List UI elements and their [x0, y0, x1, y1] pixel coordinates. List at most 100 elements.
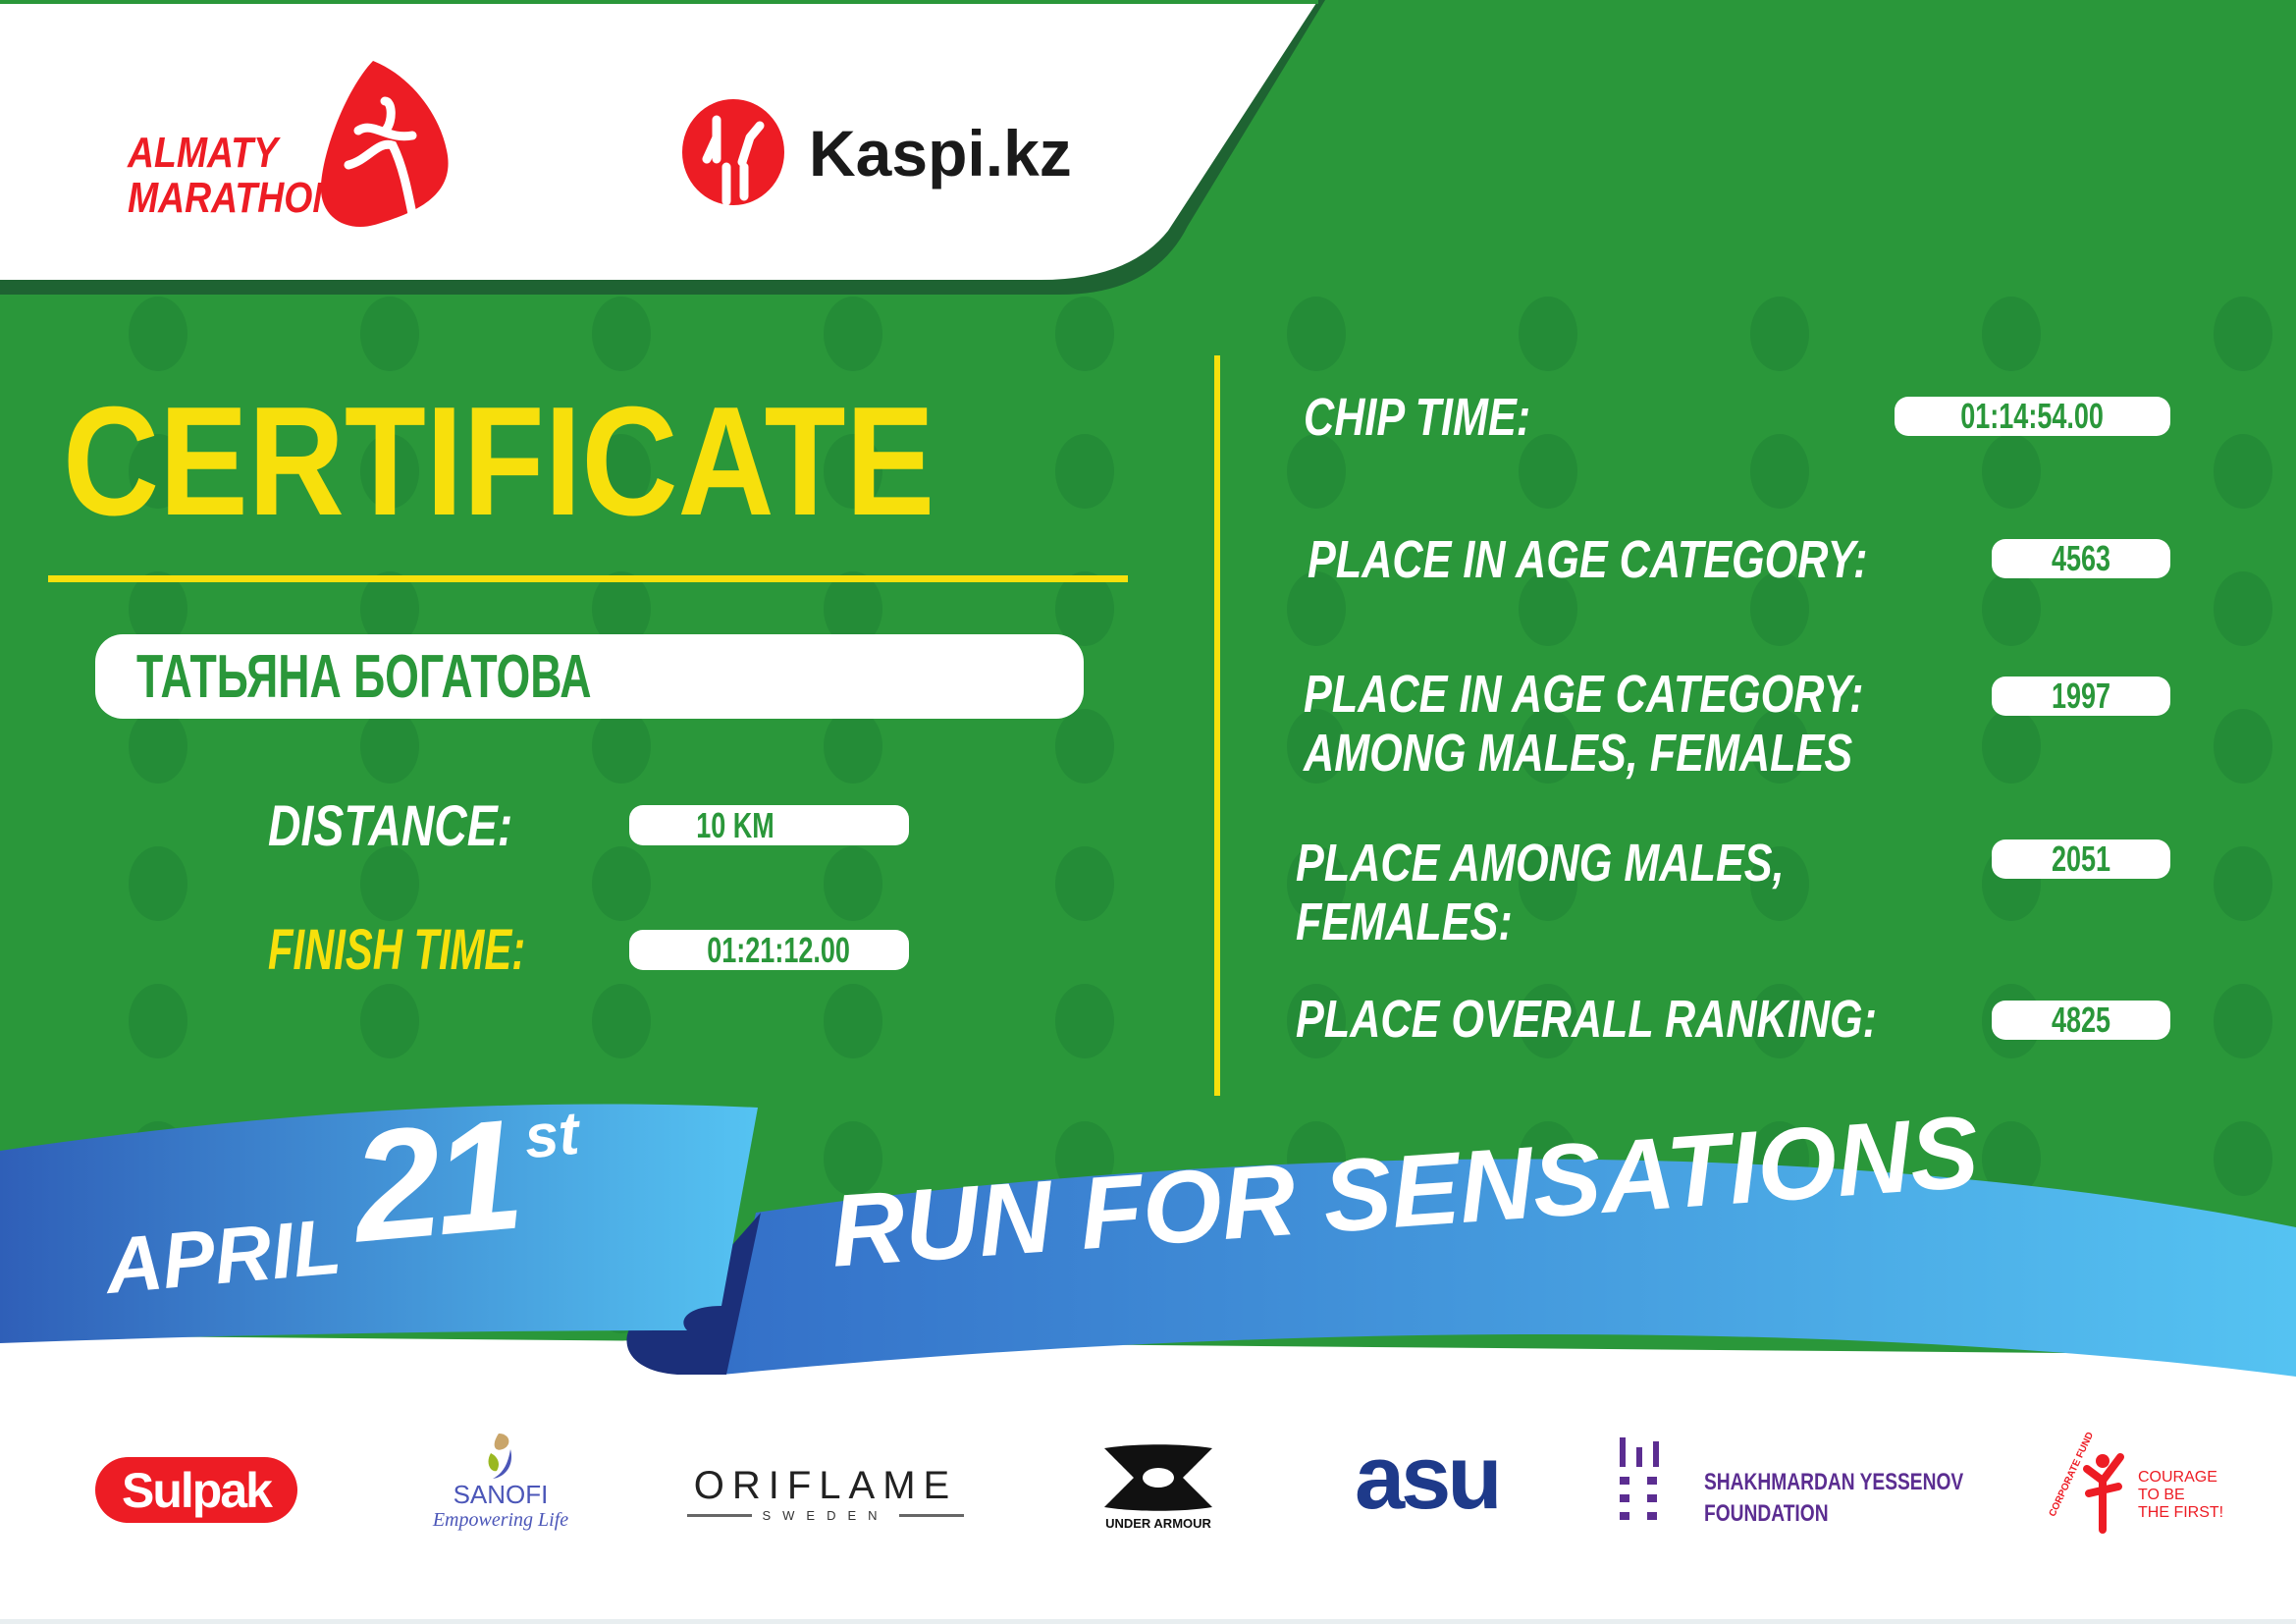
watermark-drop-icon	[1055, 434, 1114, 509]
yessenov-line2: FOUNDATION	[1704, 1500, 1829, 1527]
kaspi-figures-icon	[682, 99, 784, 206]
watermark-drop-icon	[1750, 571, 1809, 646]
watermark-drop-icon	[1750, 846, 1809, 921]
result-label: PLACE IN AGE CATEGORY: AMONG MALES, FEMAL…	[1304, 665, 1863, 783]
watermark-drop-icon	[1287, 709, 1346, 784]
watermark-drop-icon	[1055, 297, 1114, 371]
watermark-drop-icon	[360, 709, 419, 784]
watermark-drop-icon	[360, 571, 419, 646]
result-value: 01:14:54.00	[1960, 396, 2105, 436]
distance-label: DISTANCE:	[268, 794, 513, 858]
sponsor-courage-fund: CORPORATE FUND COURAGE TO BE THE FIRST!	[2048, 1431, 2223, 1538]
sponsor-sanofi: SANOFI Empowering Life	[417, 1432, 584, 1544]
under-armour-icon	[1104, 1444, 1212, 1511]
watermark-drop-icon	[824, 846, 882, 921]
watermark-drop-icon	[824, 709, 882, 784]
bottom-border	[0, 1619, 2296, 1624]
kaspi-logo: Kaspi.kz	[679, 98, 1072, 206]
watermark-drop-icon	[824, 434, 882, 509]
watermark-drop-icon	[592, 846, 651, 921]
watermark-drop-icon	[1519, 571, 1577, 646]
almaty-marathon-logo: ALMATY MARATHON	[128, 57, 461, 234]
courage-line1: COURAGE	[2138, 1469, 2217, 1486]
watermark-drop-icon	[2214, 434, 2272, 509]
sponsor-sulpak: Sulpak	[95, 1457, 297, 1523]
watermark-drop-icon	[824, 984, 882, 1058]
courage-line2: TO BE	[2138, 1487, 2185, 1503]
watermark-drop-icon	[1982, 709, 2041, 784]
sponsor-under-armour: UNDER ARMOUR	[1075, 1443, 1242, 1531]
result-value: 2051	[2051, 839, 2111, 879]
watermark-drop-icon	[824, 1121, 882, 1196]
sanofi-text: SANOFI	[453, 1480, 549, 1509]
watermark-drop-icon	[2214, 709, 2272, 784]
distance-value: 10 KM	[696, 804, 774, 845]
result-value-box: 2051	[1992, 839, 2170, 879]
courage-figure-icon	[2083, 1453, 2124, 1534]
distance-value-box: 10 KM	[629, 805, 909, 845]
watermark-drop-icon	[592, 434, 651, 509]
result-label-line: PLACE AMONG MALES,	[1296, 834, 1785, 893]
yessenov-bars-icon	[1620, 1437, 1659, 1520]
result-value: 4563	[2051, 538, 2111, 578]
watermark-drop-icon	[1287, 846, 1346, 921]
runner-drop-icon	[320, 61, 449, 228]
result-value: 1997	[2051, 676, 2111, 716]
result-value-box: 01:14:54.00	[1895, 396, 2170, 436]
watermark-drop-icon	[1055, 571, 1114, 646]
watermark-drop-icon	[592, 709, 651, 784]
watermark-drop-icon	[2214, 1121, 2272, 1196]
watermark-drop-icon	[1519, 297, 1577, 371]
event-day: 21	[346, 1085, 524, 1275]
watermark-drop-icon	[360, 434, 419, 509]
ribbon-left	[0, 1104, 758, 1343]
watermark-drop-icon	[129, 984, 187, 1058]
watermark-drop-icon	[1982, 434, 2041, 509]
result-label: PLACE IN AGE CATEGORY:	[1308, 530, 1867, 589]
oriflame-rule-left	[687, 1514, 753, 1517]
result-value-box: 1997	[1992, 676, 2170, 716]
watermark-drop-icon	[2214, 571, 2272, 646]
result-label: PLACE AMONG MALES, FEMALES:	[1296, 834, 1785, 951]
watermark-drop-icon	[824, 297, 882, 371]
logo-text-almaty: ALMATY	[128, 129, 279, 177]
watermark-drop-icon	[1750, 297, 1809, 371]
watermark-drop-icon	[1055, 984, 1114, 1058]
result-label-line: CHIP TIME:	[1304, 388, 1531, 447]
watermark-drop-icon	[2214, 297, 2272, 371]
result-value-box: 4563	[1992, 538, 2170, 578]
watermark-drop-icon	[1750, 984, 1809, 1058]
oriflame-text: ORIFLAME	[693, 1464, 958, 1507]
watermark-drop-icon	[592, 571, 651, 646]
watermark-drop-icon	[129, 434, 187, 509]
watermark-drop-icon	[360, 297, 419, 371]
watermark-drop-icon	[1287, 984, 1346, 1058]
watermark-drop-icon	[1982, 1121, 2041, 1196]
finish-time-label: FINISH TIME:	[268, 918, 526, 982]
sanofi-tagline: Empowering Life	[432, 1509, 569, 1531]
sponsor-asu: asu	[1355, 1428, 1503, 1528]
participant-name-box: ТАТЬЯНА БОГАТОВА	[95, 634, 1084, 719]
watermark-drop-icon	[1287, 434, 1346, 509]
sponsor-yessenov: SHAKHMARDAN YESSENOV FOUNDATION	[1618, 1435, 1963, 1527]
watermark-drop-icon	[1519, 984, 1577, 1058]
watermark-drop-icon	[1982, 571, 2041, 646]
watermark-drop-icon	[1055, 709, 1114, 784]
result-label-line: AMONG MALES, FEMALES	[1304, 724, 1853, 783]
oriflame-rule-right	[898, 1514, 964, 1517]
event-month: APRIL	[102, 1202, 345, 1311]
result-label: PLACE OVERALL RANKING:	[1296, 990, 1877, 1049]
watermark-drop-icon	[1287, 297, 1346, 371]
watermark-drop-icon	[1982, 297, 2041, 371]
ribbon-right	[721, 1159, 2296, 1377]
under-armour-text: UNDER ARMOUR	[1105, 1516, 1211, 1531]
watermark-drop-icon	[1519, 434, 1577, 509]
result-label-line: PLACE IN AGE CATEGORY:	[1304, 665, 1864, 724]
result-value: 4825	[2051, 1000, 2111, 1040]
watermark-drop-icon	[1519, 709, 1577, 784]
participant-name: ТАТЬЯНА БОГАТОВА	[136, 643, 592, 711]
asu-text: asu	[1355, 1428, 1503, 1528]
watermark-drop-icon	[129, 297, 187, 371]
watermark-drop-icon	[129, 571, 187, 646]
watermark-drop-icon	[360, 984, 419, 1058]
